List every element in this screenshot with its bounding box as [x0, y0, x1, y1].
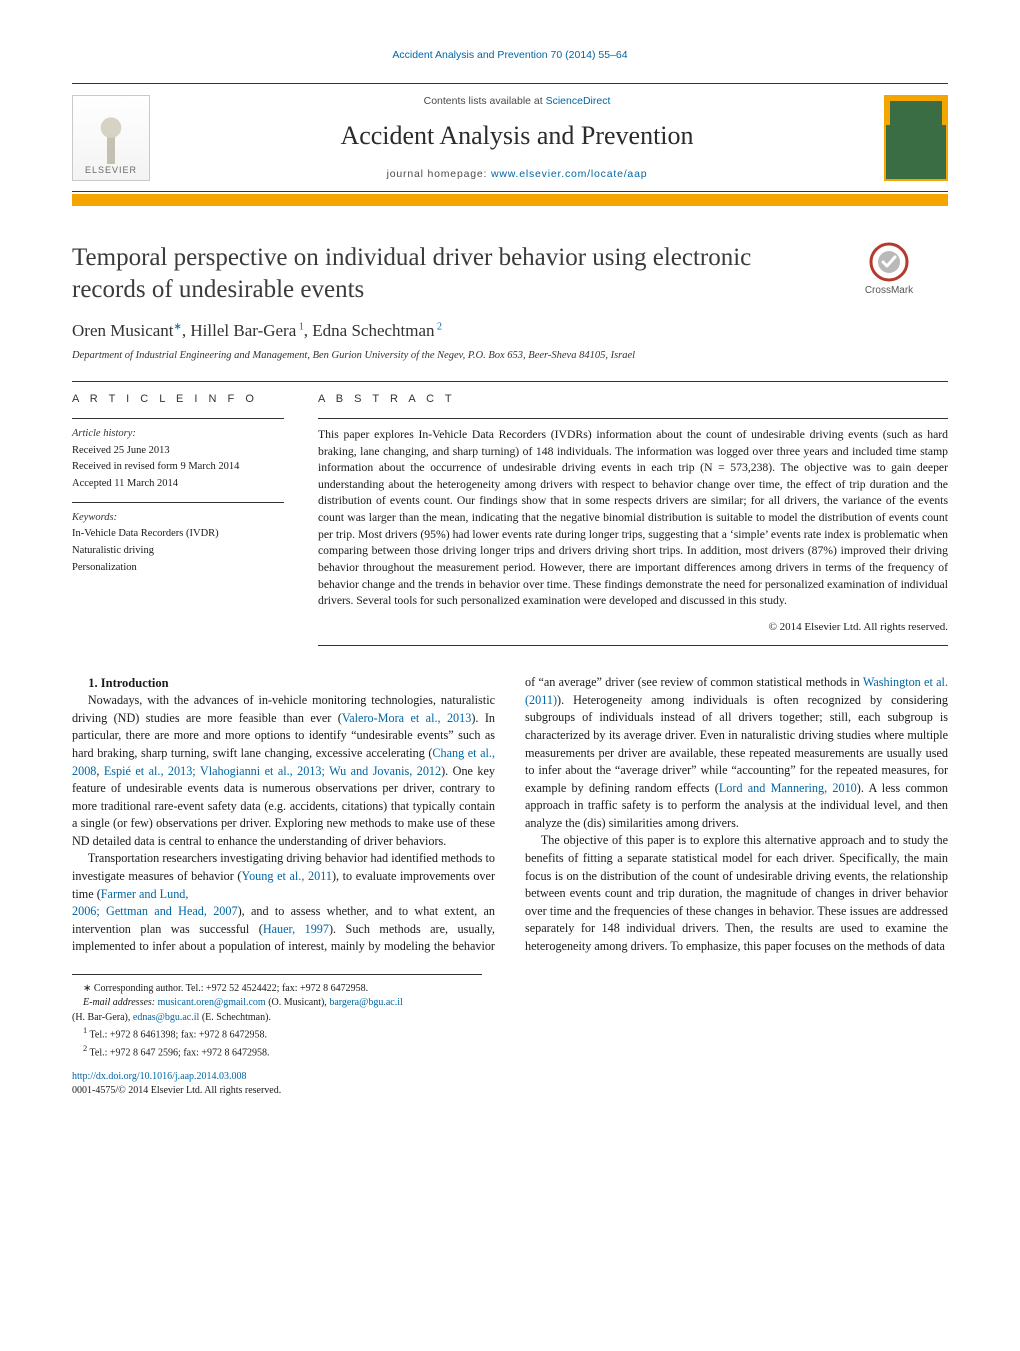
history-revised: Received in revised form 9 March 2014 — [72, 460, 284, 475]
abstract-divider — [318, 418, 948, 419]
footnote-corresponding: ∗ Corresponding author. Tel.: +972 52 45… — [72, 982, 482, 996]
abstract: A B S T R A C T This paper explores In-V… — [318, 392, 948, 654]
footnote-1: 1 Tel.: +972 8 6461398; fax: +972 8 6472… — [72, 1025, 482, 1042]
article-title: Temporal perspective on individual drive… — [72, 242, 812, 305]
citation-link[interactable]: Espié et al., 2013; Vlahogianni et al., … — [104, 764, 441, 778]
running-head: Accident Analysis and Prevention 70 (201… — [72, 48, 948, 63]
sciencedirect-link[interactable]: ScienceDirect — [546, 95, 611, 107]
citation-link[interactable]: Young et al., 2011 — [242, 869, 332, 883]
email-link[interactable]: bargera@bgu.ac.il — [329, 997, 402, 1008]
email-link[interactable]: ednas@bgu.ac.il — [133, 1012, 199, 1023]
cover-text: ACCIDENT ANALYSIS & PREVENTION — [892, 102, 940, 122]
masthead-center: Contents lists available at ScienceDirec… — [164, 94, 870, 182]
email-name: (H. Bar-Gera), — [72, 1012, 133, 1023]
contents-prefix: Contents lists available at — [424, 95, 546, 107]
contents-line: Contents lists available at ScienceDirec… — [164, 94, 870, 109]
crossmark-badge[interactable]: CrossMark — [830, 242, 948, 298]
divider — [72, 381, 948, 382]
email-name: (E. Schechtman). — [199, 1012, 271, 1023]
body-paragraph: The objective of this paper is to explor… — [525, 832, 948, 955]
email-label: E-mail addresses: — [83, 997, 158, 1008]
abstract-bottom-divider — [318, 645, 948, 646]
history-received: Received 25 June 2013 — [72, 444, 284, 459]
page-container: Accident Analysis and Prevention 70 (201… — [0, 0, 1020, 1138]
article-info-head: A R T I C L E I N F O — [72, 392, 284, 407]
issn-copyright: 0001-4575/© 2014 Elsevier Ltd. All right… — [72, 1085, 281, 1096]
abstract-head: A B S T R A C T — [318, 392, 948, 408]
body-text: ). Heterogeneity among individuals is of… — [525, 693, 948, 795]
email-name: (O. Musicant), — [266, 997, 330, 1008]
masthead: ELSEVIER Contents lists available at Sci… — [72, 83, 948, 193]
authors: Oren Musicant∗, Hillel Bar-Gera 1, Edna … — [72, 319, 948, 343]
history-accepted: Accepted 11 March 2014 — [72, 477, 284, 492]
section-head-1: 1. Introduction — [72, 674, 495, 692]
elsevier-logo: ELSEVIER — [72, 95, 150, 181]
footnote-2: 2 Tel.: +972 8 647 2596; fax: +972 8 647… — [72, 1043, 482, 1060]
footnotes: ∗ Corresponding author. Tel.: +972 52 45… — [72, 974, 482, 1060]
body-text: , — [96, 764, 103, 778]
footnote-emails: E-mail addresses: musicant.oren@gmail.co… — [72, 996, 482, 1010]
citation-link[interactable]: Lord and Mannering, 2010 — [719, 781, 857, 795]
abstract-text: This paper explores In-Vehicle Data Reco… — [318, 427, 948, 610]
info-divider — [72, 502, 284, 503]
footnote-text: Tel.: +972 8 6461398; fax: +972 8 647295… — [90, 1030, 268, 1041]
affiliation: Department of Industrial Engineering and… — [72, 349, 948, 364]
body-paragraph: Nowadays, with the advances of in-vehicl… — [72, 692, 495, 850]
info-abstract-row: A R T I C L E I N F O Article history: R… — [72, 392, 948, 654]
history-label: Article history: — [72, 427, 284, 442]
info-divider — [72, 418, 284, 419]
journal-name: Accident Analysis and Prevention — [164, 118, 870, 154]
doi-link[interactable]: http://dx.doi.org/10.1016/j.aap.2014.03.… — [72, 1071, 247, 1082]
journal-cover-thumb: ACCIDENT ANALYSIS & PREVENTION — [884, 95, 948, 181]
homepage-line: journal homepage: www.elsevier.com/locat… — [164, 167, 870, 182]
keyword: Personalization — [72, 561, 284, 576]
footnote-emails-2: (H. Bar-Gera), ednas@bgu.ac.il (E. Schec… — [72, 1011, 482, 1025]
keywords-label: Keywords: — [72, 511, 284, 526]
abstract-copyright: © 2014 Elsevier Ltd. All rights reserved… — [318, 620, 948, 636]
email-link[interactable]: musicant.oren@gmail.com — [158, 997, 266, 1008]
crossmark-label: CrossMark — [830, 284, 948, 298]
crossmark-icon — [869, 242, 909, 282]
elsevier-wordmark: ELSEVIER — [85, 164, 137, 180]
body-columns: 1. Introduction Nowadays, with the advan… — [72, 674, 948, 955]
homepage-link[interactable]: www.elsevier.com/locate/aap — [491, 168, 647, 180]
citation-link[interactable]: Farmer and Lund, — [101, 887, 189, 901]
citation-link[interactable]: 2006; Gettman and Head, 2007 — [72, 904, 238, 918]
homepage-prefix: journal homepage: — [387, 168, 491, 180]
keyword: In-Vehicle Data Recorders (IVDR) — [72, 527, 284, 542]
doi-block: http://dx.doi.org/10.1016/j.aap.2014.03.… — [72, 1070, 948, 1098]
title-block: Temporal perspective on individual drive… — [72, 242, 948, 305]
article-info: A R T I C L E I N F O Article history: R… — [72, 392, 284, 654]
footnote-text: Tel.: +972 8 647 2596; fax: +972 8 64729… — [90, 1047, 270, 1058]
elsevier-tree-icon — [80, 108, 142, 164]
accent-rule — [72, 194, 948, 206]
citation-link[interactable]: Valero-Mora et al., 2013 — [342, 711, 472, 725]
citation-link[interactable]: Hauer, 1997 — [263, 922, 329, 936]
body-paragraph: Transportation researchers investigating… — [72, 850, 495, 903]
keyword: Naturalistic driving — [72, 544, 284, 559]
